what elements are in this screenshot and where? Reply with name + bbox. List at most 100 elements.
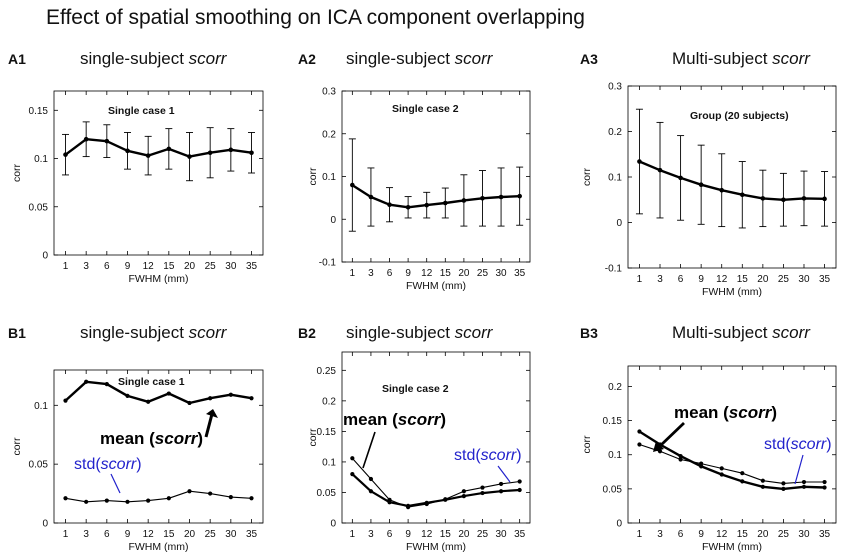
x-tick-label: 6 — [387, 529, 393, 540]
data-point-std — [781, 481, 786, 486]
series-line-mean — [638, 160, 825, 202]
x-tick-label: 1 — [63, 261, 69, 272]
x-tick-label: 12 — [716, 529, 728, 540]
x-tick-label: 25 — [477, 529, 489, 540]
data-point-std — [249, 496, 254, 501]
data-point-mean — [678, 175, 683, 181]
y-tick-label: 0.1 — [322, 457, 336, 468]
data-point-std — [740, 471, 745, 476]
x-tick-label: 6 — [678, 529, 684, 540]
panel-heading: Multi-subject scorr — [672, 323, 811, 342]
panel-heading: single-subject scorr — [80, 323, 228, 342]
data-point-mean — [125, 393, 130, 398]
data-point-mean — [187, 154, 192, 159]
y-tick-label: 0.2 — [608, 382, 622, 393]
data-point-mean — [166, 146, 172, 152]
x-tick-label: 6 — [387, 268, 393, 279]
y-axis-label: corr — [11, 163, 23, 182]
panel-A2-header: A2 single-subject scorr — [298, 49, 494, 68]
series-line-mean — [64, 380, 252, 405]
x-tick-label: 1 — [350, 268, 356, 279]
chart-inner-title: Single case 2 — [382, 383, 449, 395]
x-tick-label: 20 — [458, 268, 470, 279]
y-tick-label: 0.2 — [322, 129, 336, 140]
data-point-std — [699, 461, 704, 466]
panel-label: A1 — [8, 51, 26, 67]
x-tick-label: 15 — [737, 274, 749, 285]
data-point-mean — [822, 196, 827, 202]
x-tick-label: 35 — [246, 261, 258, 272]
data-point-mean — [424, 202, 430, 208]
data-point-mean — [350, 472, 355, 477]
b3-std-annotation: std(scorr) — [764, 436, 832, 485]
data-point-mean — [678, 454, 683, 459]
data-point-std — [760, 478, 765, 483]
data-point-std — [498, 481, 504, 487]
x-axis-label: FWHM (mm) — [406, 280, 466, 292]
data-point-mean — [801, 484, 807, 489]
data-point-std — [368, 476, 374, 482]
data-point-std — [443, 497, 448, 502]
data-point-mean — [442, 200, 448, 206]
chart-B3: 0 0.05 0.1 0.15 0.2 1 3 6 9 12 15 20 25 30 35 FWHM (mm)… — [581, 365, 837, 553]
series-line-std — [65, 490, 252, 503]
data-point-std — [461, 489, 466, 494]
x-tick-label: 30 — [225, 529, 237, 540]
y-tick-label: 0 — [330, 519, 336, 530]
data-point-std — [424, 501, 429, 507]
data-point-mean — [760, 196, 766, 201]
y-tick-label: 0 — [616, 519, 622, 530]
chart-A3: -0.1 0 0.1 0.2 0.3 1 3 6 9 12 15 20 25 30 35 FWHM (mm) c… — [581, 82, 837, 298]
data-point-mean — [166, 391, 171, 396]
data-point-mean — [760, 484, 765, 489]
x-tick-label: 35 — [819, 529, 831, 540]
panel-B1-header: B1 single-subject scorr — [8, 323, 228, 342]
x-axis-label: FWHM (mm) — [702, 541, 762, 553]
svg-text:std(scorr): std(scorr) — [764, 436, 832, 453]
data-point-mean — [405, 204, 411, 210]
x-tick-label: 9 — [125, 261, 131, 272]
x-tick-label: 3 — [657, 274, 663, 285]
x-tick-label: 30 — [496, 529, 508, 540]
panel-label: B1 — [8, 325, 26, 341]
data-point-mean — [104, 382, 109, 387]
x-tick-label: 9 — [405, 268, 411, 279]
data-point-std — [406, 505, 411, 510]
y-tick-label: 0 — [42, 519, 48, 530]
b2-mean-annotation: mean (scorr) — [343, 410, 446, 469]
data-point-std — [146, 498, 151, 503]
chart-A1: 0 0.05 0.1 0.15 1 3 6 9 12 15 20 25 30 35 FWHM (mm) cor… — [11, 90, 264, 285]
x-tick-label: 30 — [798, 529, 810, 540]
x-tick-label: 35 — [819, 274, 831, 285]
y-tick-label: 0 — [330, 215, 336, 226]
data-point-std — [208, 491, 213, 496]
data-point-mean — [207, 150, 213, 156]
x-tick-label: 3 — [368, 529, 374, 540]
data-point-std — [678, 457, 683, 462]
b1-mean-arrow — [204, 413, 214, 438]
data-point-mean — [63, 152, 68, 157]
x-tick-label: 9 — [405, 529, 411, 540]
x-tick-label: 6 — [104, 261, 110, 272]
b2-std-arrow — [497, 465, 511, 483]
data-point-std — [822, 479, 827, 485]
x-tick-label: 15 — [163, 261, 175, 272]
y-tick-label: 0.1 — [322, 172, 336, 183]
data-point-mean — [63, 398, 68, 403]
y-tick-label: 0.15 — [603, 416, 623, 427]
data-point-mean — [461, 494, 466, 499]
x-tick-label: 12 — [421, 529, 433, 540]
x-tick-label: 3 — [657, 529, 663, 540]
data-point-mean — [739, 192, 745, 198]
data-point-mean — [228, 392, 233, 397]
series-line-std — [639, 443, 825, 484]
data-point-mean — [517, 193, 522, 199]
y-axis-label: corr — [581, 435, 593, 454]
x-tick-label: 20 — [184, 261, 196, 272]
data-point-mean — [719, 187, 725, 193]
data-point-mean — [498, 194, 504, 200]
data-point-std — [387, 497, 392, 502]
x-tick-label: 9 — [698, 274, 704, 285]
data-point-std — [228, 495, 233, 500]
